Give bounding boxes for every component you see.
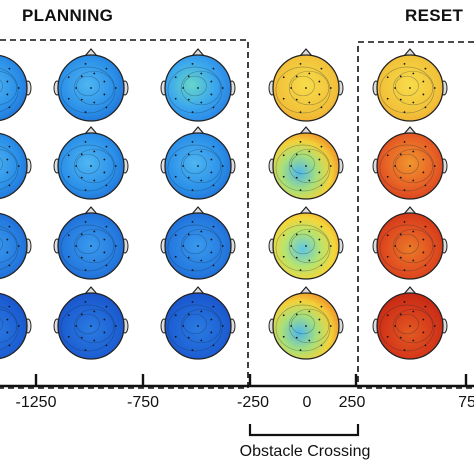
- tick-label-0: 0: [302, 394, 312, 411]
- scalp-topomap: [0, 212, 32, 280]
- tick-label-250: 250: [338, 394, 366, 411]
- scalp-topomap: [372, 126, 448, 200]
- scalp-topomap: [0, 292, 32, 360]
- scalp-topomap: [160, 126, 236, 200]
- planning-header: PLANNING: [22, 6, 114, 25]
- reset-dashed-box: [357, 41, 474, 389]
- time-axis: [0, 374, 474, 388]
- tick-label-minus-750: -750: [126, 394, 160, 411]
- tick-label-minus-250: -250: [236, 394, 270, 411]
- planning-dashed-box: [0, 39, 249, 389]
- obstacle-crossing-bracket: [248, 424, 360, 437]
- scalp-topomap: [268, 126, 344, 200]
- scalp-topomap: [53, 206, 129, 280]
- scalp-topomap: [160, 286, 236, 360]
- tick-label-minus-1250: -1250: [15, 394, 57, 411]
- scalp-topomap: [0, 54, 32, 122]
- reset-header: RESET: [405, 6, 464, 25]
- topomap-grid: [0, 48, 448, 360]
- scalp-topomap: [372, 48, 448, 122]
- scalp-topomap: [160, 48, 236, 122]
- scalp-topomap: [53, 286, 129, 360]
- scalp-topomap: [160, 206, 236, 280]
- scalp-topomap: [372, 206, 448, 280]
- scalp-topomap: [53, 126, 129, 200]
- scalp-topomap: [0, 132, 32, 200]
- scalp-topomap: [268, 48, 344, 122]
- scalp-topomap: [268, 206, 344, 280]
- obstacle-crossing-caption: Obstacle Crossing: [239, 443, 371, 460]
- scalp-topomap: [372, 286, 448, 360]
- scalp-topomap: [268, 286, 344, 360]
- tick-label-750: 75: [458, 394, 474, 411]
- scalp-topomap: [53, 48, 129, 122]
